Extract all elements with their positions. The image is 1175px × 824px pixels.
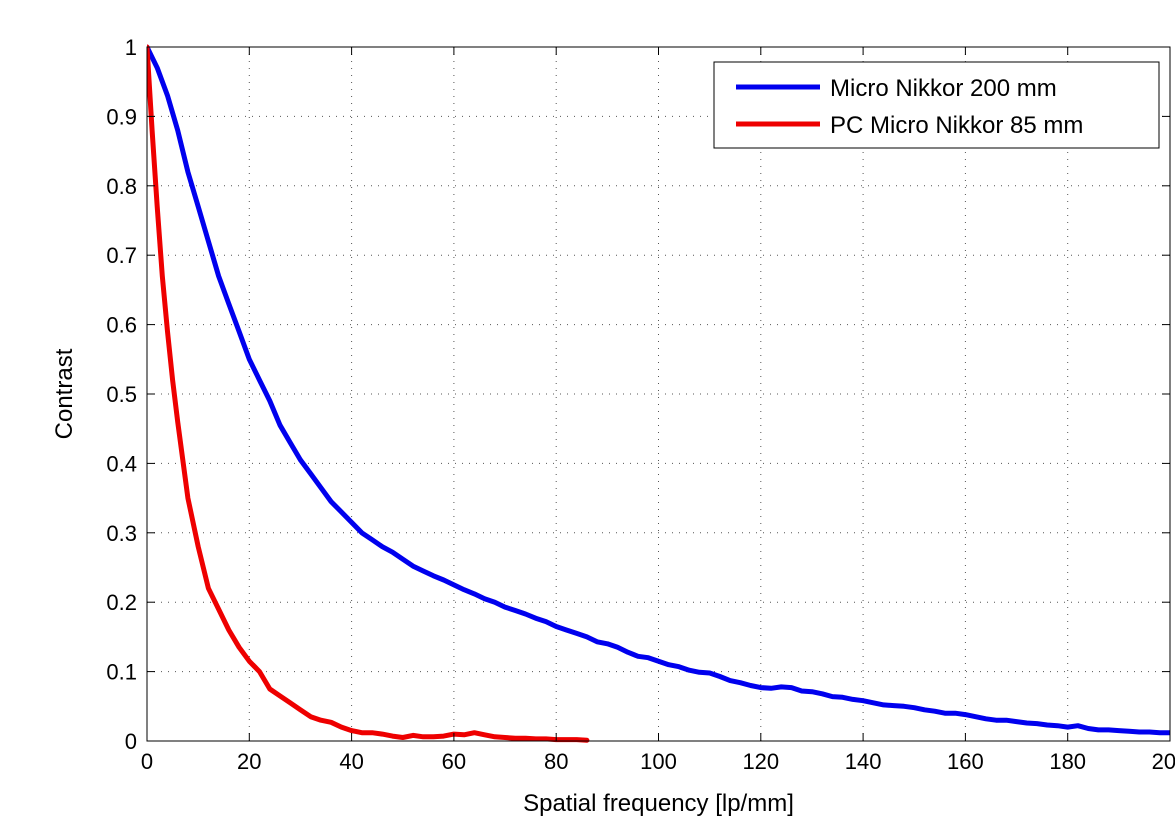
y-tick-label: 1 [125, 35, 137, 60]
y-tick-label: 0.9 [106, 104, 137, 129]
y-tick-label: 0.5 [106, 382, 137, 407]
y-axis-label: Contrast [51, 348, 78, 439]
x-tick-label: 80 [544, 749, 568, 774]
x-tick-label: 100 [640, 749, 677, 774]
x-tick-label: 180 [1049, 749, 1086, 774]
y-tick-label: 0.6 [106, 313, 137, 338]
legend-box [713, 61, 1160, 149]
y-tick-label: 0.3 [106, 521, 137, 546]
x-axis-label: Spatial frequency [lp/mm] [523, 790, 794, 817]
series-line-micro-nikkor-200 [147, 44, 1170, 736]
x-tick-label: 120 [742, 749, 779, 774]
y-tick-label: 0.8 [106, 174, 137, 199]
x-tick-labels: 0 20 40 60 80 100 120 140 160 180 200 [141, 749, 1175, 774]
grid-layer [147, 47, 1170, 741]
y-tick-label: 0.1 [106, 660, 137, 685]
legend-label-micro-nikkor-200: Micro Nikkor 200 mm [830, 75, 1057, 102]
tick-marks [146, 46, 1171, 742]
series-line-pc-micro-nikkor-85 [147, 44, 590, 743]
x-tick-label: 0 [141, 749, 153, 774]
legend: Micro Nikkor 200 mm PC Micro Nikkor 85 m… [713, 61, 1160, 149]
y-tick-label: 0 [125, 729, 137, 754]
x-tick-label: 60 [442, 749, 466, 774]
x-tick-label: 200 [1152, 749, 1175, 774]
x-tick-label: 140 [845, 749, 882, 774]
y-tick-label: 0.2 [106, 590, 137, 615]
y-tick-label: 0.4 [106, 451, 137, 476]
legend-label-pc-micro-nikkor-85: PC Micro Nikkor 85 mm [830, 112, 1083, 139]
series-layer [147, 44, 1170, 743]
y-tick-labels: 0 0.1 0.2 0.3 0.4 0.5 0.6 0.7 0.8 0.9 1 [106, 35, 137, 754]
x-tick-label: 160 [947, 749, 984, 774]
x-tick-label: 20 [237, 749, 261, 774]
x-tick-label: 40 [339, 749, 363, 774]
y-tick-label: 0.7 [106, 243, 137, 268]
